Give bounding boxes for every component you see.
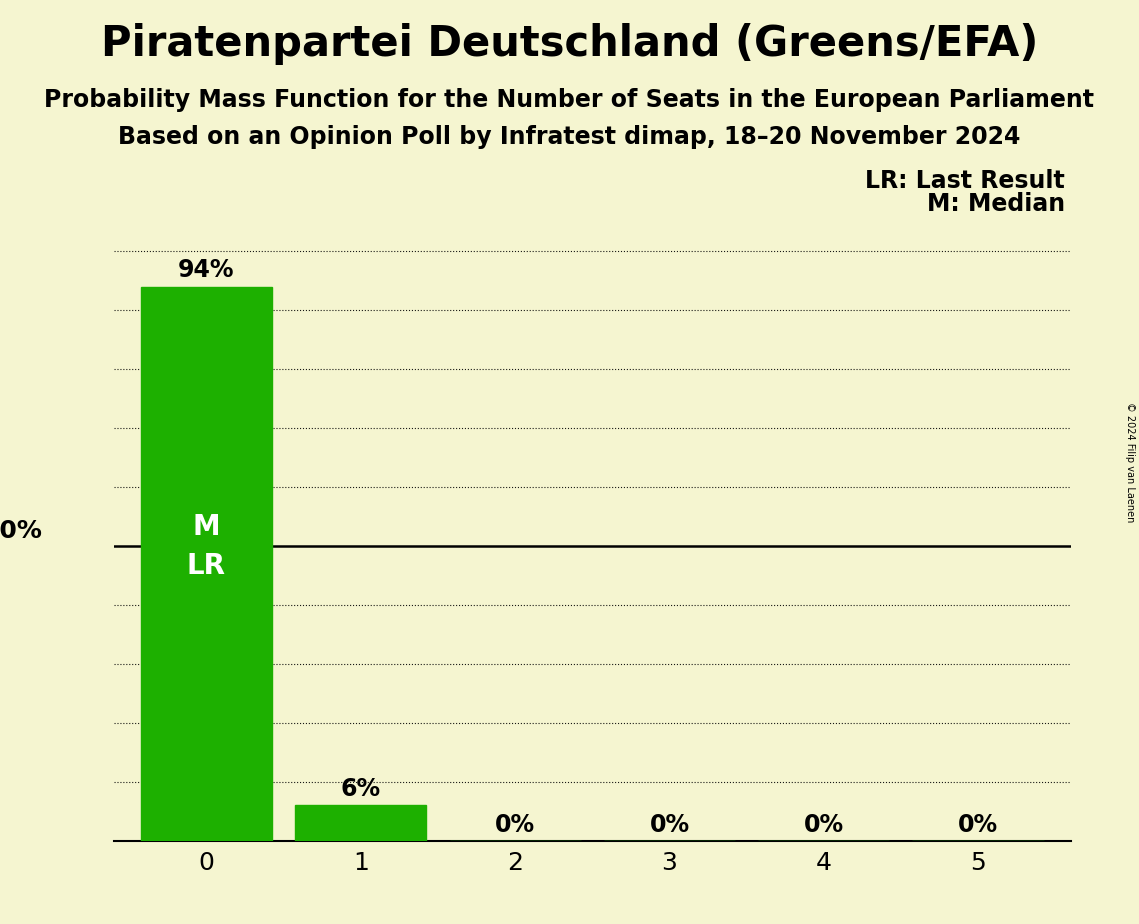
Text: M
LR: M LR — [187, 513, 226, 579]
Text: © 2024 Filip van Laenen: © 2024 Filip van Laenen — [1125, 402, 1134, 522]
Text: LR: Last Result: LR: Last Result — [866, 169, 1065, 193]
Text: 0%: 0% — [804, 813, 844, 837]
Text: 6%: 6% — [341, 777, 380, 801]
Text: 0%: 0% — [649, 813, 689, 837]
Text: 94%: 94% — [178, 258, 235, 282]
Text: 0%: 0% — [958, 813, 998, 837]
Text: Probability Mass Function for the Number of Seats in the European Parliament: Probability Mass Function for the Number… — [44, 88, 1095, 112]
Text: Piratenpartei Deutschland (Greens/EFA): Piratenpartei Deutschland (Greens/EFA) — [101, 23, 1038, 65]
Text: 0%: 0% — [495, 813, 535, 837]
Text: Based on an Opinion Poll by Infratest dimap, 18–20 November 2024: Based on an Opinion Poll by Infratest di… — [118, 125, 1021, 149]
Text: M: Median: M: Median — [927, 192, 1065, 216]
Text: 50%: 50% — [0, 519, 42, 543]
Bar — [141, 286, 272, 841]
Bar — [295, 806, 426, 841]
